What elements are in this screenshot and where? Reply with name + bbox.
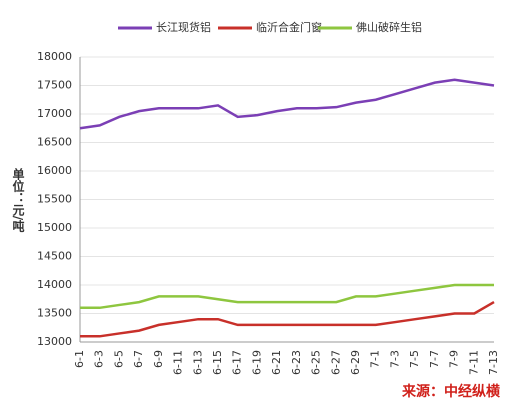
y-tick-label: 14500 bbox=[37, 250, 72, 263]
x-tick-label: 7-13 bbox=[487, 350, 500, 375]
series-line bbox=[79, 78, 495, 130]
x-tick-label: 7-11 bbox=[467, 350, 480, 375]
legend-label: 长江现货铝 bbox=[156, 20, 211, 34]
x-tick-label: 7-5 bbox=[408, 350, 421, 368]
x-tick-label: 6-17 bbox=[231, 350, 244, 375]
y-tick-label: 14000 bbox=[37, 278, 72, 291]
y-tick-label: 15500 bbox=[37, 193, 72, 206]
x-tick-label: 6-29 bbox=[349, 350, 362, 375]
y-tick-label: 13000 bbox=[37, 335, 72, 348]
x-tick-label: 6-13 bbox=[191, 350, 204, 375]
x-tick-label: 6-15 bbox=[211, 350, 224, 375]
x-tick-label: 7-7 bbox=[428, 350, 441, 368]
x-tick-label: 6-27 bbox=[329, 350, 342, 375]
x-tick-label: 7-3 bbox=[388, 350, 401, 368]
y-tick-label: 13500 bbox=[37, 307, 72, 320]
x-tick-label: 6-19 bbox=[250, 350, 263, 375]
y-tick-label: 15000 bbox=[37, 221, 72, 234]
series-line bbox=[80, 283, 494, 310]
y-tick-label: 17500 bbox=[37, 79, 72, 92]
x-tick-label: 6-21 bbox=[270, 350, 283, 375]
legend-label: 临沂合金门窗 bbox=[256, 20, 322, 34]
x-tick-label: 7-1 bbox=[369, 350, 382, 368]
x-tick-label: 6-3 bbox=[93, 350, 106, 368]
series-line bbox=[80, 301, 495, 338]
x-tick-label: 6-1 bbox=[73, 350, 86, 368]
y-tick-label: 18000 bbox=[37, 50, 72, 63]
y-axis-label: 单位：元/吨 bbox=[11, 166, 25, 232]
x-tick-label: 6-9 bbox=[152, 350, 165, 368]
legend-label: 佛山破碎生铝 bbox=[356, 20, 422, 34]
x-tick-label: 6-23 bbox=[290, 350, 303, 375]
x-tick-label: 6-25 bbox=[310, 350, 323, 375]
y-tick-label: 16000 bbox=[37, 164, 72, 177]
x-tick-label: 6-7 bbox=[132, 350, 145, 368]
x-tick-label: 7-9 bbox=[448, 350, 461, 368]
y-tick-label: 16500 bbox=[37, 136, 72, 149]
x-tick-label: 6-11 bbox=[172, 350, 185, 375]
x-tick-label: 6-5 bbox=[112, 350, 125, 368]
source: 来源：中经纵横 bbox=[401, 383, 501, 400]
y-tick-label: 17000 bbox=[37, 107, 72, 120]
